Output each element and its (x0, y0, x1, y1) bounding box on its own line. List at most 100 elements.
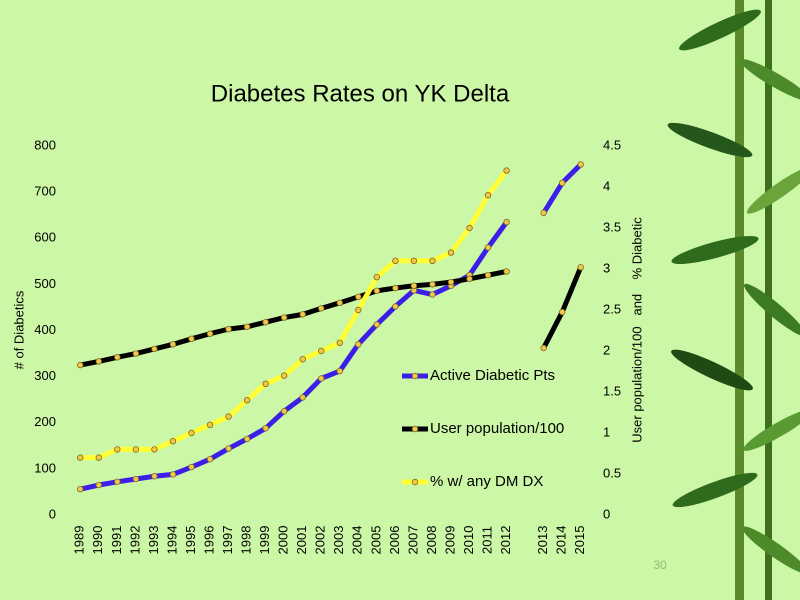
leaf (741, 526, 800, 574)
y2-axis-label: User population/100 and % Diabetic (629, 217, 644, 443)
data-point (484, 271, 492, 279)
data-point (466, 224, 473, 232)
data-point (151, 345, 158, 353)
x-tick-label: 2008 (424, 526, 439, 555)
data-point (577, 264, 584, 271)
data-point (429, 257, 436, 264)
data-point (169, 471, 177, 478)
legend-marker (411, 372, 419, 380)
x-tick-label: 1998 (239, 526, 254, 555)
x-tick-label: 1992 (127, 526, 142, 555)
data-point (577, 161, 584, 168)
y2-tick-label: 2.5 (603, 301, 621, 316)
data-point (151, 473, 158, 480)
slide-number: 30 (653, 558, 667, 572)
data-point (318, 305, 325, 312)
y-tick-label: 400 (34, 322, 56, 337)
x-tick-label: 2002 (313, 526, 328, 555)
y-tick-label: 100 (34, 460, 56, 475)
data-point (77, 485, 84, 493)
x-tick-label: 2006 (387, 526, 402, 555)
data-point (373, 287, 381, 295)
data-point (225, 413, 232, 420)
data-point (206, 330, 214, 337)
x-tick-label: 1999 (257, 526, 272, 555)
data-point (466, 275, 473, 283)
data-point (484, 244, 492, 251)
x-tick-label: 1995 (183, 526, 198, 555)
x-tick-label: 1993 (146, 526, 161, 555)
data-point (373, 274, 381, 281)
y-axis-label: # of Diabetics (11, 290, 26, 369)
data-point (392, 303, 399, 310)
data-point (540, 344, 547, 352)
x-tick-label: 2012 (498, 526, 513, 555)
data-point (355, 293, 362, 301)
legend-label: Active Diabetic Pts (430, 367, 555, 384)
data-point (558, 179, 566, 187)
data-point (429, 281, 436, 288)
x-tick-label: 1994 (164, 526, 179, 555)
data-point (447, 249, 455, 256)
y2-tick-label: 3 (603, 260, 610, 275)
data-point (132, 350, 140, 357)
data-point (95, 454, 103, 461)
data-point (169, 341, 177, 348)
data-point (503, 268, 510, 275)
x-tick-label: 2005 (368, 526, 383, 555)
data-point (540, 209, 547, 217)
data-point (114, 446, 121, 453)
x-tick-label: 2004 (350, 526, 365, 555)
x-tick-label: 2001 (294, 526, 309, 555)
y-tick-label: 500 (34, 276, 56, 291)
y-tick-label: 700 (34, 184, 56, 199)
data-point (188, 429, 195, 437)
y2-tick-label: 1.5 (603, 383, 621, 398)
data-point (280, 314, 288, 321)
bamboo-decoration (667, 0, 800, 600)
x-tick-label: 1991 (109, 526, 124, 555)
data-point (114, 354, 121, 361)
data-point (262, 318, 269, 326)
x-tick-label: 2003 (331, 526, 346, 555)
data-point (262, 380, 269, 387)
data-point (355, 306, 362, 314)
leaf (667, 122, 753, 158)
x-tick-label: 2014 (554, 526, 569, 555)
data-point (225, 325, 232, 333)
leaf (744, 283, 800, 337)
x-tick-label: 2009 (442, 526, 457, 555)
data-point (132, 446, 140, 453)
data-point (132, 475, 140, 483)
x-tick-label: 1996 (201, 526, 216, 555)
legend-label: User population/100 (430, 420, 564, 437)
data-point (318, 347, 325, 355)
x-tick-label: 2000 (276, 526, 291, 555)
y-tick-label: 800 (34, 137, 56, 152)
data-point (243, 323, 251, 331)
legend-label: % w/ any DM DX (430, 473, 543, 490)
data-point (410, 282, 418, 289)
y2-tick-label: 4.5 (603, 137, 621, 152)
legend-marker (411, 425, 419, 433)
data-point (280, 408, 288, 415)
data-point (392, 257, 399, 264)
data-point (503, 218, 510, 226)
data-point (336, 367, 343, 375)
x-tick-label: 2010 (461, 526, 476, 555)
data-point (188, 335, 195, 343)
y2-tick-label: 0 (603, 506, 610, 521)
leaf (671, 349, 753, 391)
y2-tick-label: 3.5 (603, 219, 621, 234)
data-point (336, 339, 343, 346)
leaf (743, 409, 800, 451)
data-point (77, 454, 84, 461)
bamboo-stem (735, 0, 744, 600)
y2-tick-label: 4 (603, 178, 610, 193)
x-tick-label: 2011 (479, 526, 494, 554)
data-point (95, 481, 103, 489)
x-tick-label: 2007 (405, 526, 420, 555)
leaf (746, 166, 800, 214)
data-point (151, 446, 158, 453)
